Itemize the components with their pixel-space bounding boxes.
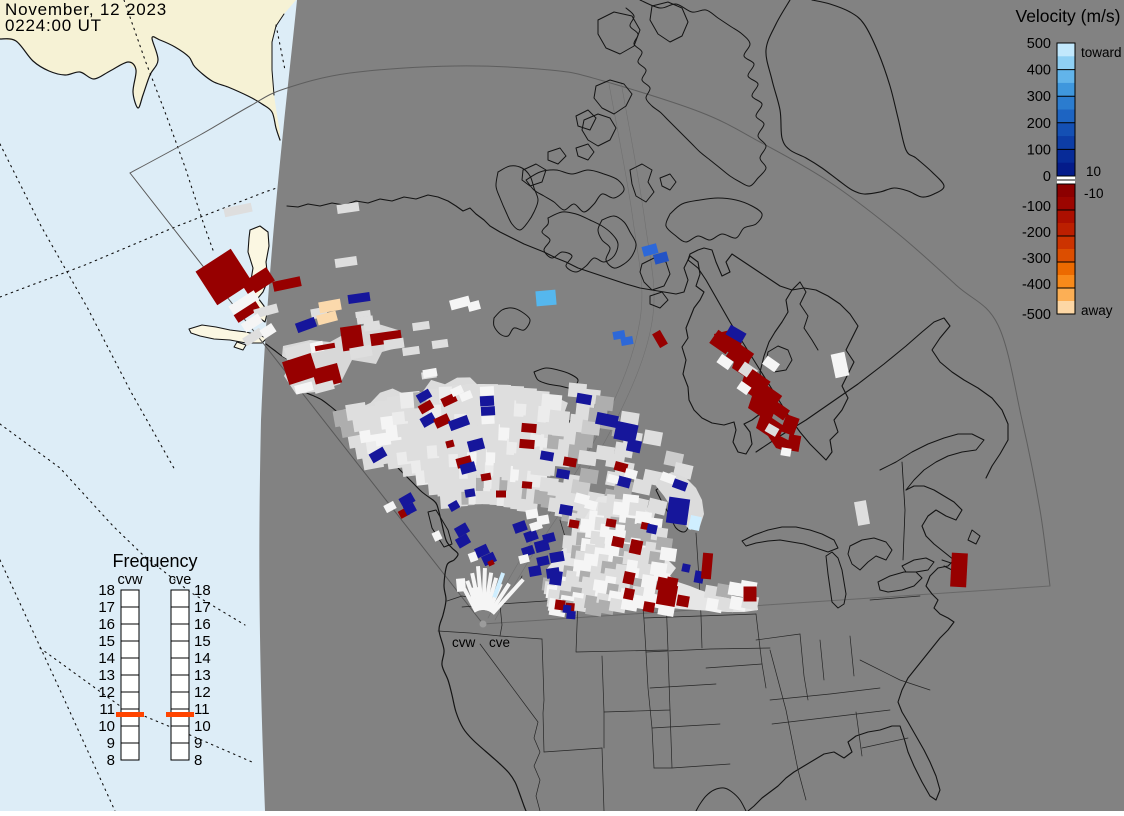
svg-text:cvw: cvw [118,572,144,588]
svg-text:cve: cve [169,572,192,588]
svg-text:100: 100 [1027,142,1051,158]
svg-text:11: 11 [99,701,115,718]
svg-text:-300: -300 [1022,251,1051,267]
svg-text:300: 300 [1027,89,1051,105]
svg-text:13: 13 [194,667,211,684]
svg-text:-500: -500 [1022,307,1051,323]
svg-text:16: 16 [98,616,115,633]
svg-text:cve: cve [489,635,510,650]
svg-text:November, 12 2023: November, 12 2023 [5,0,167,19]
svg-text:200: 200 [1027,116,1051,132]
svg-text:500: 500 [1027,36,1051,52]
svg-text:-10: -10 [1084,186,1104,201]
svg-text:400: 400 [1027,63,1051,79]
svg-text:10: 10 [1086,164,1101,179]
svg-text:18: 18 [98,582,115,599]
svg-text:9: 9 [107,735,115,752]
svg-text:16: 16 [194,616,211,633]
svg-text:0224:00 UT: 0224:00 UT [5,16,102,35]
svg-text:17: 17 [98,599,115,616]
svg-text:-100: -100 [1022,199,1051,215]
svg-text:13: 13 [98,667,115,684]
svg-text:away: away [1081,303,1113,318]
svg-text:cvw: cvw [452,635,476,650]
svg-text:10: 10 [98,718,115,735]
svg-text:Frequency: Frequency [112,551,197,571]
svg-text:8: 8 [194,752,202,769]
svg-text:17: 17 [194,599,211,616]
svg-text:10: 10 [194,718,211,735]
svg-text:18: 18 [194,582,211,599]
svg-text:14: 14 [194,650,211,667]
svg-text:-400: -400 [1022,277,1051,293]
svg-text:0: 0 [1043,169,1051,185]
svg-text:-200: -200 [1022,225,1051,241]
svg-text:15: 15 [194,633,211,650]
svg-text:Velocity (m/s): Velocity (m/s) [1015,6,1120,26]
svg-text:11: 11 [194,701,210,718]
svg-text:toward: toward [1081,45,1122,60]
svg-text:14: 14 [98,650,115,667]
svg-text:9: 9 [194,735,202,752]
svg-text:15: 15 [98,633,115,650]
svg-text:12: 12 [98,684,115,701]
svg-text:8: 8 [107,752,115,769]
svg-text:12: 12 [194,684,211,701]
